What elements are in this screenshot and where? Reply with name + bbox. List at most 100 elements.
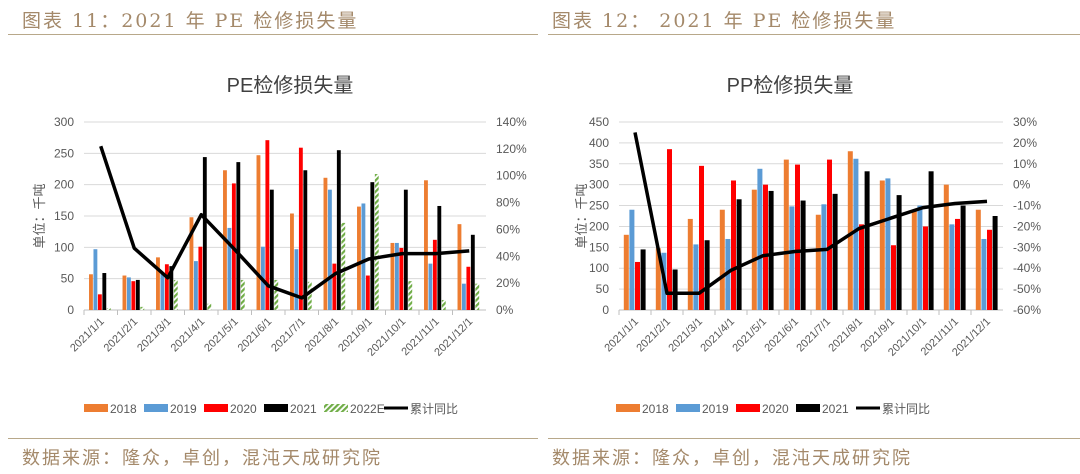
bar-2019 bbox=[853, 158, 859, 310]
y2-tick-label: 20% bbox=[1013, 136, 1037, 150]
bar-2020 bbox=[164, 264, 169, 310]
x-tick-label: 2021/6/1 bbox=[236, 316, 275, 355]
y2-tick-label: 140% bbox=[496, 115, 527, 129]
bar-2022E bbox=[475, 283, 480, 310]
bar-2018 bbox=[156, 257, 160, 310]
y-tick-label: 0 bbox=[67, 303, 74, 317]
bar-2021 bbox=[704, 240, 710, 310]
bar-2021 bbox=[303, 170, 308, 310]
bar-2018 bbox=[783, 159, 789, 310]
x-tick-label: 2021/6/1 bbox=[762, 316, 801, 355]
bar-2018 bbox=[290, 213, 294, 310]
bar-2018 bbox=[815, 214, 821, 310]
y-tick-label: 0 bbox=[602, 303, 609, 317]
x-tick-label: 2021/7/1 bbox=[269, 316, 308, 355]
bar-2020 bbox=[432, 239, 437, 310]
bar-2018 bbox=[975, 209, 981, 310]
source-note-left: 数据来源：隆众，卓创，混沌天成研究院 bbox=[22, 448, 382, 469]
y2-tick-label: -30% bbox=[1013, 240, 1041, 254]
figure-header-right: 图表 12： 2021 年 PE 检修损失量 bbox=[552, 10, 897, 32]
bar-2021 bbox=[336, 150, 341, 310]
bar-2020 bbox=[198, 246, 203, 310]
legend-label: 2020 bbox=[762, 402, 789, 416]
x-tick-label: 2021/8/1 bbox=[826, 316, 865, 355]
cumulative-yoy-line bbox=[633, 132, 988, 296]
y-tick-label: 200 bbox=[54, 178, 74, 192]
bar-2022E bbox=[240, 279, 245, 310]
bar-2018 bbox=[623, 234, 629, 310]
bar-2019 bbox=[93, 249, 98, 310]
bar-2018 bbox=[687, 218, 693, 310]
y-tick-label: 400 bbox=[589, 136, 609, 150]
bar-2019 bbox=[126, 277, 131, 310]
bar-2020 bbox=[699, 165, 704, 310]
bar-2020 bbox=[667, 149, 672, 310]
bar-2020 bbox=[891, 245, 896, 310]
bar-2020 bbox=[763, 184, 768, 310]
legend-swatch bbox=[144, 404, 168, 412]
legend-swatch bbox=[736, 404, 760, 412]
x-tick-label: 2021/4/1 bbox=[698, 316, 737, 355]
bar-2019 bbox=[885, 178, 891, 310]
bar-2022E bbox=[274, 279, 279, 310]
bar-2022E bbox=[140, 306, 145, 310]
y2-tick-label: 80% bbox=[496, 196, 520, 210]
y2-tick-label: 60% bbox=[496, 222, 520, 236]
bar-2019 bbox=[394, 242, 399, 310]
bar-2020 bbox=[923, 226, 928, 310]
legend-swatch bbox=[676, 404, 700, 412]
bar-2021 bbox=[370, 182, 375, 310]
bar-2019 bbox=[227, 227, 232, 310]
y2-tick-label: -10% bbox=[1013, 199, 1041, 213]
y2-tick-label: 30% bbox=[1013, 115, 1037, 129]
y-tick-label: 350 bbox=[589, 157, 609, 171]
bar-2021 bbox=[768, 190, 774, 310]
header-rule-right bbox=[548, 34, 1080, 35]
bar-2021 bbox=[800, 200, 806, 310]
bar-2022E bbox=[307, 281, 312, 310]
y-tick-label: 250 bbox=[589, 199, 609, 213]
bar-2020 bbox=[955, 218, 960, 310]
bar-2018 bbox=[719, 209, 725, 310]
legend-label: 2021 bbox=[290, 402, 317, 416]
y2-tick-label: -20% bbox=[1013, 219, 1041, 233]
y2-tick-label: 100% bbox=[496, 169, 527, 183]
y-tick-label: 50 bbox=[596, 282, 610, 296]
legend-label: 累计同比 bbox=[410, 402, 458, 416]
bar-2021 bbox=[928, 171, 934, 310]
bar-2020 bbox=[731, 180, 736, 310]
chart-title: PE检修损失量 bbox=[227, 74, 354, 97]
legend-label: 2018 bbox=[110, 402, 137, 416]
bar-2022E bbox=[408, 281, 413, 310]
bar-2021 bbox=[202, 157, 207, 310]
bar-2022E bbox=[341, 222, 346, 310]
x-tick-label: 2021/1/1 bbox=[68, 316, 107, 355]
x-tick-label: 2021/3/1 bbox=[135, 316, 174, 355]
y2-tick-label: 40% bbox=[496, 249, 520, 263]
y-tick-label: 300 bbox=[54, 115, 74, 129]
bar-2020 bbox=[97, 294, 102, 310]
legend-swatch bbox=[796, 404, 820, 412]
bar-2018 bbox=[879, 180, 885, 310]
x-tick-label: 2021/2/1 bbox=[634, 316, 673, 355]
bar-2019 bbox=[193, 261, 198, 310]
x-tick-label: 2021/2/1 bbox=[102, 316, 141, 355]
bar-2020 bbox=[635, 261, 640, 310]
bar-2019 bbox=[917, 205, 923, 310]
bar-2019 bbox=[327, 189, 332, 310]
figure-header-left: 图表 11：2021 年 PE 检修损失量 bbox=[22, 10, 359, 32]
bar-2019 bbox=[949, 224, 955, 310]
x-tick-label: 2021/3/1 bbox=[666, 316, 705, 355]
bar-2021 bbox=[864, 171, 870, 310]
bar-2018 bbox=[424, 180, 428, 310]
bar-2019 bbox=[981, 238, 987, 310]
bar-2022E bbox=[374, 174, 379, 310]
bar-2018 bbox=[323, 177, 328, 310]
source-note-right: 数据来源：隆众，卓创，混沌天成研究院 bbox=[552, 448, 912, 469]
bar-2020 bbox=[365, 275, 370, 310]
bar-2018 bbox=[256, 155, 261, 310]
legend-label: 2019 bbox=[170, 402, 197, 416]
y-axis-title: 单位：千吨 bbox=[32, 183, 47, 248]
y-axis-title: 单位：千吨 bbox=[574, 183, 589, 248]
y-tick-label: 450 bbox=[589, 115, 609, 129]
